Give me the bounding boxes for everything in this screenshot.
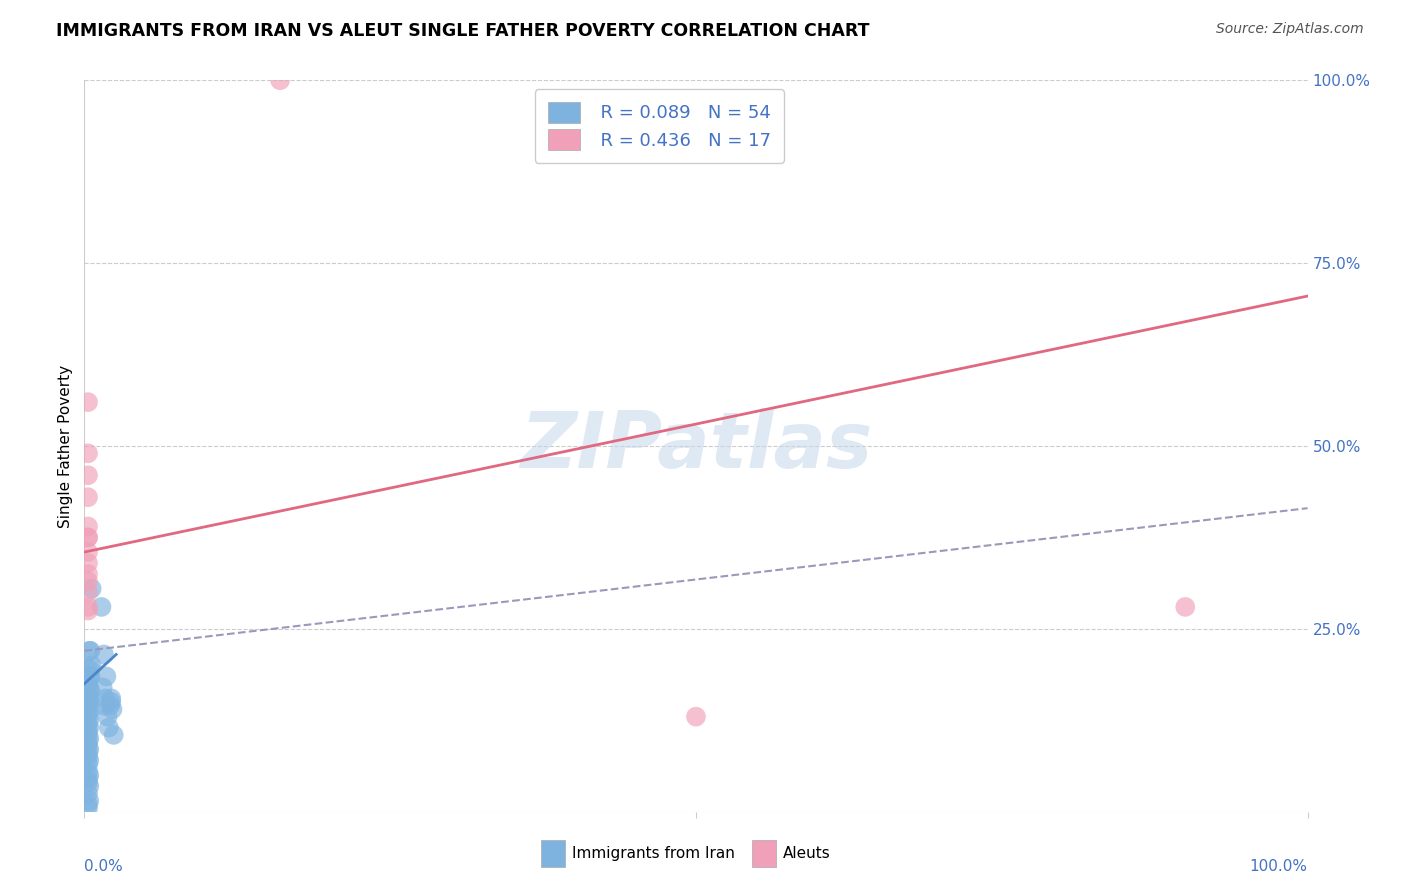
Point [77, 731, 100, 746]
Point [91, 681, 114, 695]
Point [77, 739, 100, 753]
Point [100, 695, 122, 709]
Point [79, 669, 101, 683]
Point [96, 669, 118, 683]
Point [97, 709, 120, 723]
Point [77, 446, 100, 460]
Point [94, 691, 117, 706]
Point [77, 787, 100, 801]
Point [93, 648, 115, 662]
Point [1174, 599, 1197, 614]
Point [103, 728, 125, 742]
Point [77, 721, 100, 735]
Point [90, 599, 112, 614]
Point [77, 599, 100, 614]
Point [80, 582, 103, 596]
Point [77, 567, 100, 582]
Point [77, 717, 100, 731]
Point [100, 691, 122, 706]
Point [77, 779, 100, 793]
Point [77, 757, 100, 772]
Text: 100.0%: 100.0% [1250, 859, 1308, 874]
Point [77, 669, 100, 683]
Point [77, 676, 100, 690]
Point [77, 754, 100, 768]
Point [77, 698, 100, 713]
Text: Immigrants from Iran: Immigrants from Iran [572, 847, 735, 861]
Point [77, 530, 100, 544]
Point [77, 709, 100, 723]
Point [77, 490, 100, 504]
Point [77, 662, 100, 676]
Text: ZIPatlas: ZIPatlas [520, 408, 872, 484]
Point [77, 530, 100, 544]
Point [77, 775, 100, 789]
Point [80, 658, 103, 673]
Point [77, 797, 100, 812]
Point [77, 764, 100, 779]
Point [77, 768, 100, 782]
Text: Aleuts: Aleuts [783, 847, 831, 861]
Point [77, 556, 100, 570]
Point [97, 721, 120, 735]
Point [79, 684, 101, 698]
Text: 0.0%: 0.0% [84, 859, 124, 874]
Point [77, 695, 100, 709]
Point [77, 794, 100, 808]
Point [269, 73, 291, 87]
Point [77, 772, 100, 786]
Point [77, 691, 100, 706]
Point [77, 395, 100, 409]
Point [77, 574, 100, 589]
Point [77, 746, 100, 760]
Point [77, 735, 100, 749]
Point [77, 714, 100, 728]
Point [77, 603, 100, 617]
Point [77, 801, 100, 815]
Point [77, 691, 100, 706]
Point [77, 742, 100, 756]
Point [98, 698, 121, 713]
Point [77, 468, 100, 483]
Text: Source: ZipAtlas.com: Source: ZipAtlas.com [1216, 22, 1364, 37]
Point [77, 545, 100, 559]
Point [79, 644, 101, 658]
Text: IMMIGRANTS FROM IRAN VS ALEUT SINGLE FATHER POVERTY CORRELATION CHART: IMMIGRANTS FROM IRAN VS ALEUT SINGLE FAT… [56, 22, 870, 40]
Point [77, 688, 100, 702]
Point [101, 702, 124, 716]
Point [77, 519, 100, 533]
Y-axis label: Single Father Poverty: Single Father Poverty [58, 365, 73, 527]
Point [685, 709, 707, 723]
Point [77, 749, 100, 764]
Point [79, 702, 101, 716]
Point [77, 706, 100, 720]
Point [77, 724, 100, 739]
Point [93, 698, 115, 713]
Point [79, 662, 101, 676]
Legend:   R = 0.089   N = 54,   R = 0.436   N = 17: R = 0.089 N = 54, R = 0.436 N = 17 [534, 89, 783, 162]
Point [77, 644, 100, 658]
Point [77, 681, 100, 695]
Point [77, 585, 100, 599]
Point [77, 728, 100, 742]
